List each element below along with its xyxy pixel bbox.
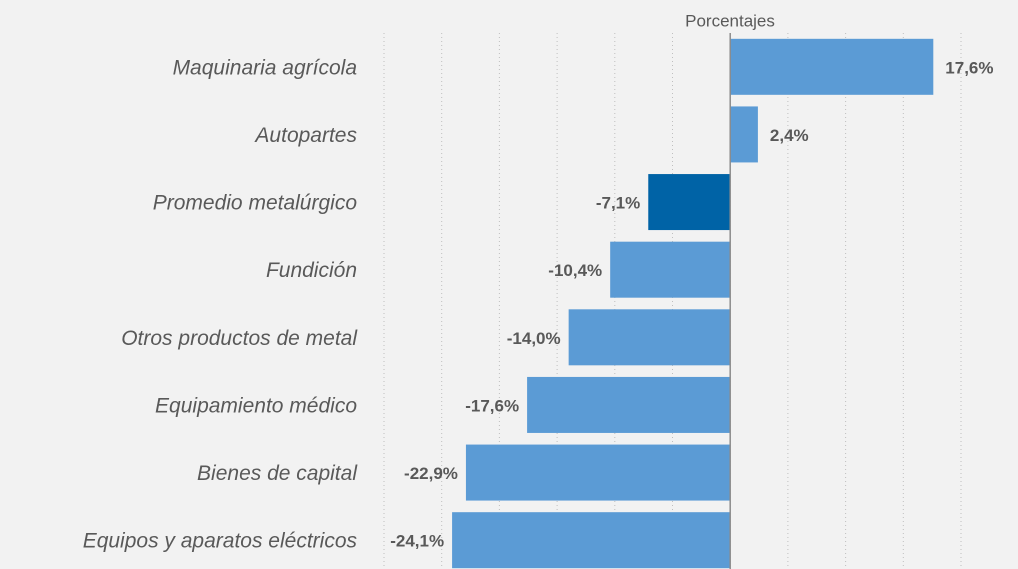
bar <box>648 174 731 231</box>
bar <box>527 376 731 433</box>
bar <box>610 241 731 298</box>
y-tick-label: Bienes de capital <box>197 462 358 485</box>
bar <box>730 106 758 163</box>
value-label: -22,9% <box>404 464 458 483</box>
y-tick-label: Equipamiento médico <box>155 394 357 417</box>
y-tick-label: Autopartes <box>253 124 357 147</box>
value-label: 2,4% <box>770 126 809 145</box>
value-label: 17,6% <box>945 58 993 77</box>
value-label: -14,0% <box>507 329 561 348</box>
y-tick-label: Promedio metalúrgico <box>153 192 358 215</box>
y-tick-label: Maquinaria agrícola <box>173 56 357 79</box>
y-tick-label: Otros productos de metal <box>121 327 358 350</box>
bar <box>465 444 731 501</box>
value-label: -10,4% <box>548 261 602 280</box>
axis-label: Porcentajes <box>685 11 775 30</box>
bar <box>730 38 934 95</box>
bar <box>452 512 731 569</box>
value-label: -17,6% <box>465 396 519 415</box>
value-label: -7,1% <box>596 194 640 213</box>
value-label: -24,1% <box>390 532 444 551</box>
y-tick-label: Equipos y aparatos eléctricos <box>83 530 358 553</box>
y-tick-label: Fundición <box>266 259 357 282</box>
bar <box>568 309 731 366</box>
